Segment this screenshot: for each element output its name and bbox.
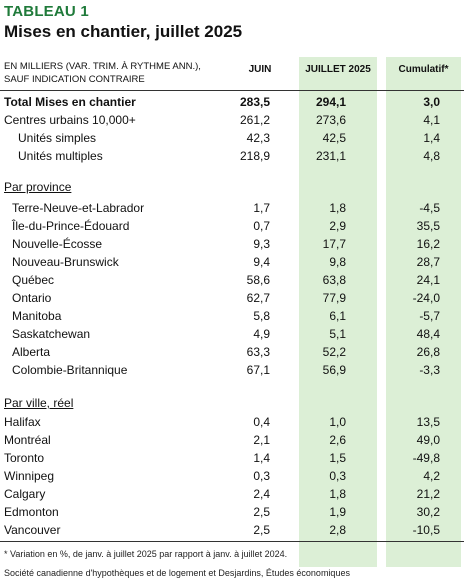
page-title: Mises en chantier, juillet 2025 [4, 22, 243, 41]
table-row: Montréal 2,1 2,6 49,0 [4, 433, 440, 447]
juillet-column-highlight [299, 57, 377, 567]
table-row: Edmonton 2,5 1,9 30,2 [4, 505, 440, 519]
table-row: Toronto 1,4 1,5 -49,8 [4, 451, 440, 465]
section-title-city: Par ville, réel [4, 396, 74, 410]
col-header-cumul: Cumulatif* [398, 64, 449, 75]
table-row: Vancouver 2,5 2,8 -10,5 [4, 523, 440, 537]
col-header-juin: JUIN [248, 64, 272, 75]
table-row: Nouvelle-Écosse 9,3 17,7 16,2 [12, 237, 440, 251]
source-note: Société canadienne d'hypothèques et de l… [4, 568, 350, 578]
header-rule [0, 90, 464, 91]
table-row: Terre-Neuve-et-Labrador 1,7 1,8 -4,5 [12, 201, 440, 215]
table-row: Total Mises en chantier 283,5 294,1 3,0 [4, 95, 440, 109]
table-row: Ontario 62,7 77,9 -24,0 [12, 291, 440, 305]
cumul-column-highlight [386, 57, 461, 567]
table-row: Nouveau-Brunswick 9,4 9,8 28,7 [12, 255, 440, 269]
table-row: Centres urbains 10,000+ 261,2 273,6 4,1 [4, 113, 440, 127]
bottom-rule [0, 541, 464, 542]
table-number: TABLEAU 1 [4, 3, 89, 20]
table-row: Halifax 0,4 1,0 13,5 [4, 415, 440, 429]
table-row: Québec 58,6 63,8 24,1 [12, 273, 440, 287]
table-row: Winnipeg 0,3 0,3 4,2 [4, 469, 440, 483]
table-row: Alberta 63,3 52,2 26,8 [12, 345, 440, 359]
table-row: Calgary 2,4 1,8 21,2 [4, 487, 440, 501]
units-note: EN MILLIERS (VAR. TRIM. À RYTHME ANN.), … [4, 60, 201, 86]
section-title-province: Par province [4, 180, 72, 194]
units-line-2: SAUF INDICATION CONTRAIRE [4, 74, 145, 85]
table-row: Colombie-Britannique 67,1 56,9 -3,3 [12, 363, 440, 377]
units-line-1: EN MILLIERS (VAR. TRIM. À RYTHME ANN.), [4, 61, 201, 72]
table-row: Unités simples 42,3 42,5 1,4 [18, 131, 440, 145]
footnote: * Variation en %, de janv. à juillet 202… [4, 549, 288, 559]
table-row: Unités multiples 218,9 231,1 4,8 [18, 149, 440, 163]
table-row: Île-du-Prince-Édouard 0,7 2,9 35,5 [12, 219, 440, 233]
table-row: Saskatchewan 4,9 5,1 48,4 [12, 327, 440, 341]
col-header-juillet: JUILLET 2025 [305, 64, 371, 75]
table-row: Manitoba 5,8 6,1 -5,7 [12, 309, 440, 323]
